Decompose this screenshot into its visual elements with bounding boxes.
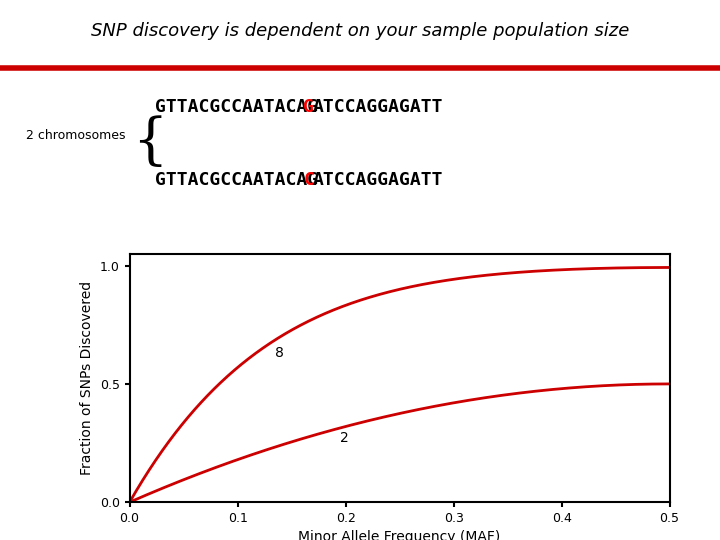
Text: SNP discovery is dependent on your sample population size: SNP discovery is dependent on your sampl… — [91, 22, 629, 39]
Text: ATCCAGGAGATT: ATCCAGGAGATT — [313, 98, 444, 116]
Y-axis label: Fraction of SNPs Discovered: Fraction of SNPs Discovered — [81, 281, 94, 475]
Text: 2: 2 — [340, 431, 349, 446]
Text: 2 chromosomes: 2 chromosomes — [27, 129, 126, 143]
Text: GTTACGCCAATACAG: GTTACGCCAATACAG — [155, 98, 318, 116]
Text: G: G — [303, 98, 314, 116]
Text: ATCCAGGAGATT: ATCCAGGAGATT — [313, 171, 444, 188]
X-axis label: Minor Allele Frequency (MAF): Minor Allele Frequency (MAF) — [299, 530, 500, 540]
Text: GTTACGCCAATACAG: GTTACGCCAATACAG — [155, 171, 318, 188]
Text: {: { — [132, 116, 167, 171]
Text: 8: 8 — [275, 346, 284, 360]
Text: C: C — [303, 171, 314, 188]
